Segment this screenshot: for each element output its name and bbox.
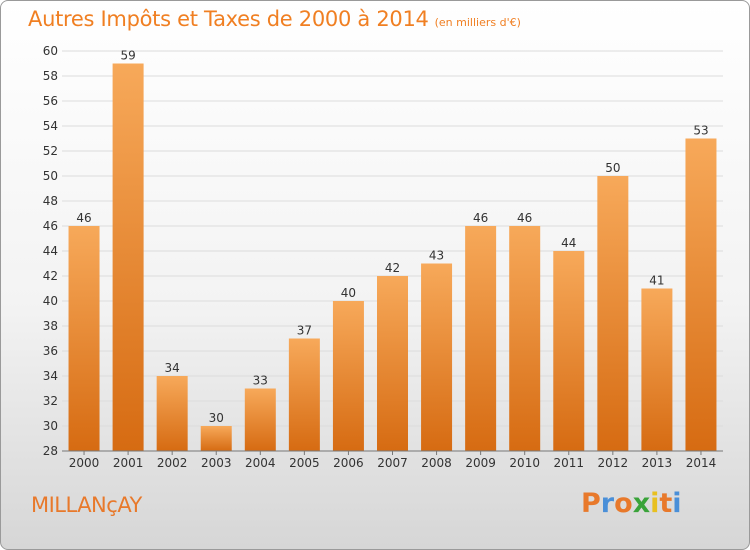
bar-2011 [553,251,585,451]
logo-letter: r [600,488,615,519]
y-tick-label: 34 [43,369,58,383]
chart-title-block: Autres Impôts et Taxes de 2000 à 2014 (en… [28,7,521,31]
x-tick-label: 2014 [686,456,717,470]
y-axis: 28 30 32 34 36 38 40 42 44 46 48 50 52 54 56 58 60 [43,44,58,458]
x-tick-label: 2010 [509,456,540,470]
data-label: 46 [473,211,488,225]
x-tick-label: 2009 [465,456,496,470]
place-name: MILLANçAY [31,493,142,517]
x-tick-label: 2012 [598,456,629,470]
y-tick-label: 40 [43,294,58,308]
data-labels: 46 59 34 30 33 37 40 42 43 46 46 44 50 41 53 [76,49,708,426]
bar-2001 [112,63,144,451]
y-tick-label: 44 [43,244,58,258]
bar-2004 [244,388,276,451]
data-label: 53 [693,124,708,138]
x-tick-label: 2003 [201,456,232,470]
bar-2002 [156,376,188,451]
logo-letter: o [614,488,633,519]
bar-2014 [685,138,717,451]
chart-unit: (en milliers d'€) [434,16,521,29]
y-tick-label: 52 [43,144,58,158]
bar-2000 [68,226,100,451]
y-tick-label: 54 [43,119,58,133]
x-tick-label: 2013 [642,456,673,470]
logo-letter: i [672,488,682,519]
data-label: 44 [561,236,576,250]
x-tick-label: 2001 [113,456,144,470]
data-label: 42 [385,261,400,275]
logo-letter: x [632,488,651,519]
data-label: 59 [120,49,135,63]
proxiti-logo[interactable]: Proxiti [581,488,682,519]
y-tick-label: 46 [43,219,58,233]
data-label: 34 [165,361,180,375]
data-label: 30 [209,411,224,425]
x-tick-label: 2000 [69,456,100,470]
y-tick-label: 38 [43,319,58,333]
bar-2012 [597,176,629,451]
data-label: 33 [253,374,268,388]
logo-letter: P [581,488,601,519]
bar-2013 [641,288,673,451]
data-label: 46 [76,211,91,225]
bars [68,63,717,451]
x-tick-label: 2002 [157,456,188,470]
y-tick-label: 42 [43,269,58,283]
logo-letter: i [650,488,660,519]
y-tick-label: 56 [43,94,58,108]
data-label: 43 [429,249,444,263]
x-tick-label: 2011 [553,456,584,470]
x-tick-label: 2008 [421,456,452,470]
bar-2006 [332,301,364,451]
bar-2008 [421,263,453,451]
y-tick-label: 36 [43,344,58,358]
data-label: 37 [297,324,312,338]
data-label: 46 [517,211,532,225]
x-tick-label: 2005 [289,456,320,470]
x-tick-label: 2004 [245,456,276,470]
y-tick-label: 50 [43,169,58,183]
data-label: 50 [605,161,620,175]
bar-2005 [288,338,320,451]
x-tick-label: 2007 [377,456,408,470]
data-label: 41 [649,274,664,288]
y-tick-label: 32 [43,394,58,408]
y-tick-label: 30 [43,419,58,433]
bar-2009 [465,226,497,451]
data-label: 40 [341,286,356,300]
bar-2003 [200,426,232,451]
x-tick-label: 2006 [333,456,364,470]
chart-title: Autres Impôts et Taxes de 2000 à 2014 [28,7,429,31]
y-tick-label: 28 [43,444,58,458]
bar-2010 [509,226,541,451]
y-tick-label: 48 [43,194,58,208]
logo-letter: t [659,488,673,519]
bar-2007 [377,276,408,451]
y-tick-label: 58 [43,69,58,83]
y-tick-label: 60 [43,44,58,58]
x-axis: 2000 2001 2002 2003 2004 2005 2006 2007 2008 2009… [62,450,723,470]
